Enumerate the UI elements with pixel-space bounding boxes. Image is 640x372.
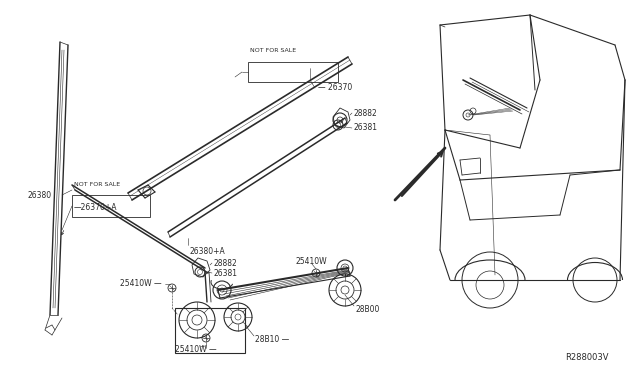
Text: 28B10 —: 28B10 — — [255, 336, 289, 344]
Bar — [72, 195, 150, 217]
Text: 28B00: 28B00 — [355, 305, 380, 314]
Text: NOT FOR SALE: NOT FOR SALE — [74, 182, 120, 186]
Text: 25410W: 25410W — [295, 257, 326, 266]
Text: — 26370: — 26370 — [318, 83, 352, 93]
Text: 26380: 26380 — [28, 190, 52, 199]
Text: 28882: 28882 — [354, 109, 378, 118]
Text: NOT FOR SALE: NOT FOR SALE — [250, 48, 296, 54]
Text: —26370+A: —26370+A — [74, 202, 118, 212]
Bar — [248, 62, 338, 82]
Bar — [175, 308, 245, 353]
Text: 26381: 26381 — [214, 269, 238, 278]
Text: 28882: 28882 — [214, 259, 237, 267]
Text: 25410W —: 25410W — — [120, 279, 162, 289]
Text: 26380+A: 26380+A — [190, 247, 226, 257]
Text: 25410W —: 25410W — — [175, 346, 216, 355]
Text: R288003V: R288003V — [565, 353, 609, 362]
Text: 26381: 26381 — [354, 124, 378, 132]
